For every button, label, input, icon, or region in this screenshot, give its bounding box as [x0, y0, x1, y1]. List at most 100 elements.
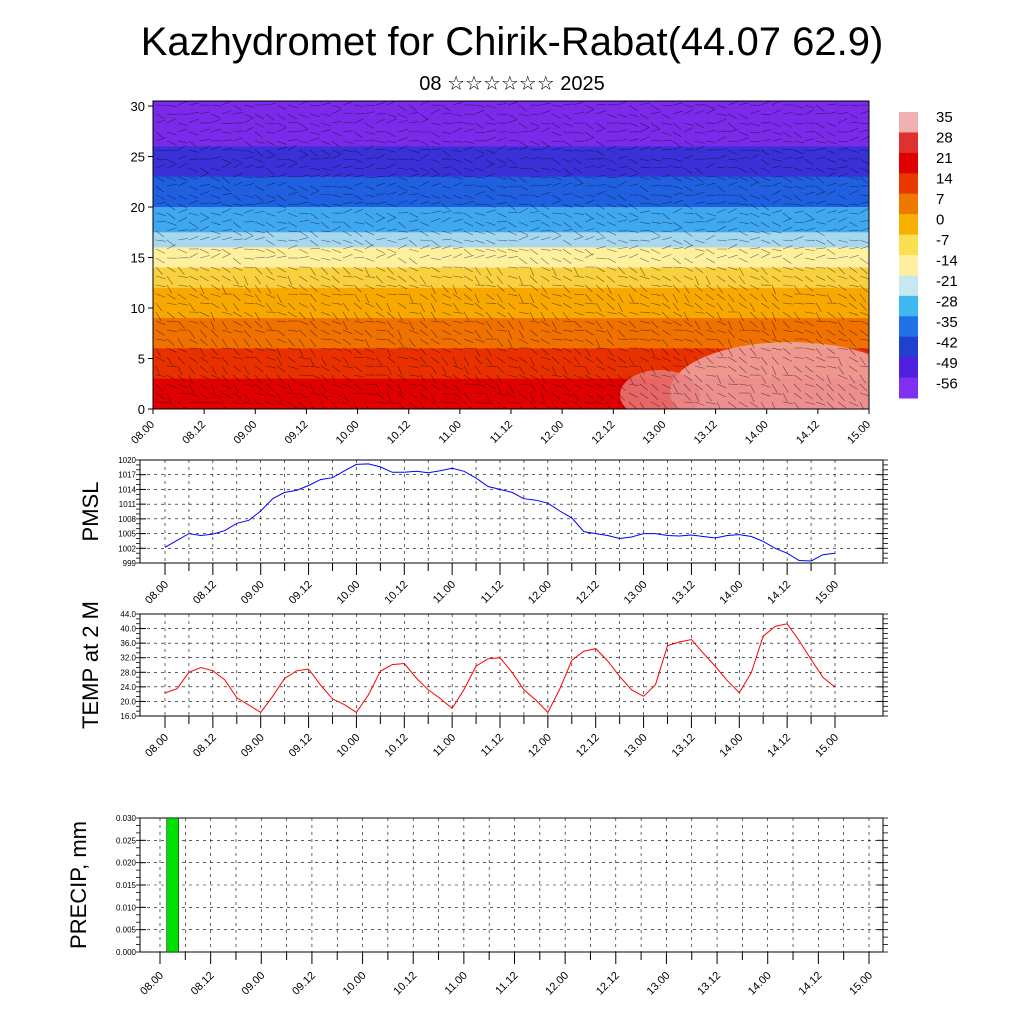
wind-barb	[760, 212, 771, 216]
wind-barb	[430, 329, 438, 338]
wind-barb	[584, 347, 591, 357]
wind-barb	[650, 111, 661, 115]
wind-barb	[408, 284, 419, 288]
wind-barb	[386, 338, 396, 345]
wind-barb	[683, 311, 689, 322]
wind-barb	[760, 275, 769, 283]
y-tick-label: 36.0	[120, 639, 136, 648]
wind-barb	[287, 203, 298, 206]
wind-barb	[540, 122, 551, 125]
wind-barb	[243, 183, 254, 187]
wind-barb	[573, 221, 583, 229]
wind-barb	[617, 212, 628, 218]
wind-barb	[221, 228, 232, 232]
wind-barb	[551, 104, 562, 107]
wind-barb	[815, 329, 822, 339]
wind-barb	[210, 302, 220, 309]
wind-barb	[848, 365, 858, 372]
wind-barb	[199, 146, 210, 151]
wind-barb	[771, 230, 782, 234]
wind-barb	[848, 338, 856, 347]
wind-barb	[507, 338, 513, 349]
wind-barb	[232, 238, 243, 241]
wind-barb	[386, 266, 394, 275]
wind-barb	[551, 167, 562, 173]
wind-barb	[155, 284, 166, 288]
wind-barb	[595, 237, 606, 241]
wind-barb	[782, 122, 793, 128]
wind-barb	[254, 140, 265, 144]
wind-barb	[353, 320, 364, 324]
wind-barb	[155, 113, 165, 120]
wind-barb	[650, 221, 661, 224]
wind-barb	[320, 212, 330, 219]
wind-barb	[518, 221, 529, 227]
wind-barb	[628, 173, 639, 178]
wind-barb	[859, 208, 869, 214]
wind-barb	[199, 184, 210, 187]
wind-barb	[694, 311, 705, 314]
wind-barb	[276, 248, 286, 255]
wind-barb	[738, 275, 746, 285]
wind-barb	[529, 227, 540, 232]
wind-barb	[463, 275, 473, 282]
x-tick-label: 10.00	[341, 970, 369, 998]
wind-barb	[628, 320, 637, 329]
wind-barb	[804, 266, 815, 270]
wind-barb	[573, 329, 584, 331]
wind-barb	[221, 356, 229, 366]
wind-barb	[430, 239, 440, 247]
wind-barb	[364, 221, 374, 228]
wind-barb	[760, 302, 770, 309]
wind-barb	[166, 293, 176, 300]
wind-barb	[683, 230, 693, 237]
wind-barb	[650, 212, 661, 215]
wind-barb	[276, 122, 287, 128]
wind-barb	[562, 248, 572, 256]
wind-barb	[683, 176, 694, 181]
wind-barb	[804, 284, 814, 292]
wind-barb	[364, 111, 375, 115]
y-tick-label: 0	[138, 402, 145, 417]
wind-barb	[771, 122, 782, 128]
wind-barb	[507, 158, 517, 166]
wind-barb	[474, 302, 483, 310]
wind-barb	[331, 347, 342, 351]
wind-barb	[364, 131, 375, 135]
wind-barb	[419, 266, 430, 269]
wind-barb	[155, 293, 166, 298]
wind-barb	[155, 275, 166, 280]
wind-barb	[386, 329, 395, 338]
wind-barb	[804, 138, 815, 142]
wind-barb	[738, 156, 749, 160]
wind-barb	[573, 275, 584, 278]
wind-barb	[199, 236, 210, 241]
wind-barb	[397, 365, 402, 376]
wind-barb	[738, 137, 749, 142]
wind-barb	[155, 185, 164, 193]
wind-barb	[705, 217, 716, 223]
wind-barb	[474, 212, 485, 216]
wind-barb	[386, 191, 397, 196]
wind-barb	[738, 221, 749, 225]
wind-barb	[386, 203, 397, 207]
wind-barb	[199, 128, 210, 133]
wind-barb	[210, 104, 221, 107]
wind-barb	[463, 392, 471, 401]
wind-barb	[397, 311, 403, 322]
wind-barb	[661, 174, 672, 178]
wind-barb	[320, 122, 331, 126]
wind-barb	[694, 221, 705, 223]
wind-barb	[287, 212, 298, 218]
wind-barb	[716, 392, 727, 398]
x-tick-label: 09.12	[290, 970, 318, 998]
wind-barb	[375, 293, 386, 299]
wind-barb	[199, 284, 205, 295]
wind-barb	[716, 176, 727, 181]
wind-barb	[199, 266, 210, 272]
wind-barb	[815, 374, 825, 381]
wind-barb	[232, 311, 242, 317]
wind-barb	[661, 104, 672, 106]
wind-barb	[331, 239, 342, 245]
wind-barb	[309, 131, 320, 136]
